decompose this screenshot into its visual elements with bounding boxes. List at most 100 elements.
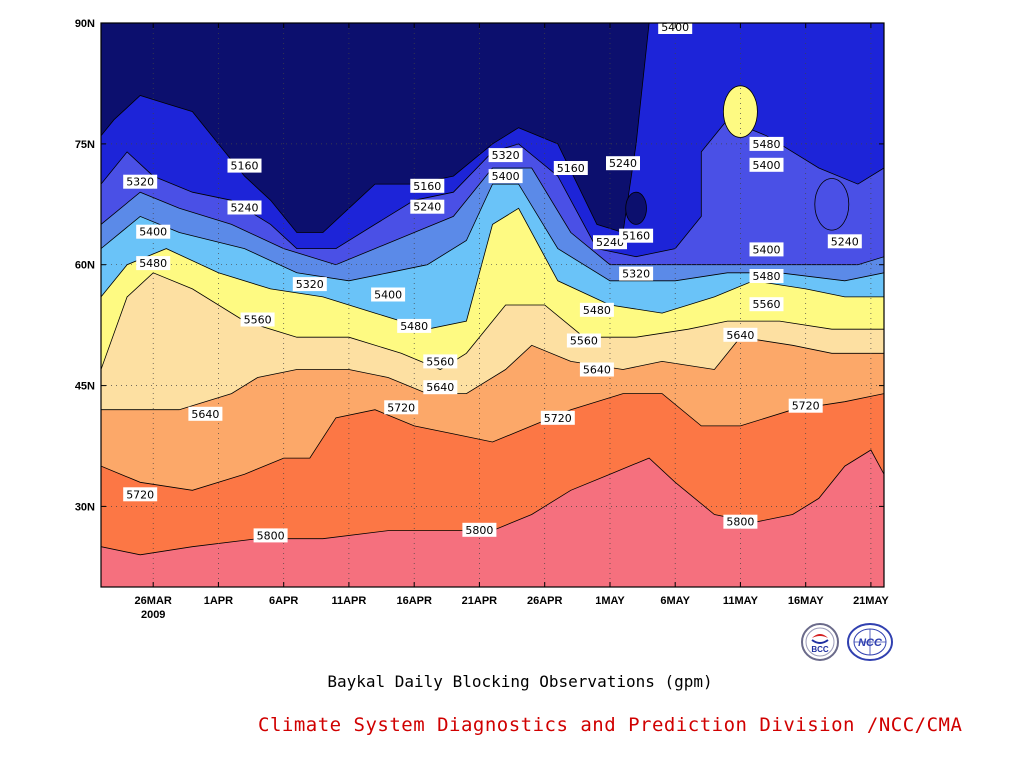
- contour-label-text: 5240: [413, 201, 441, 214]
- x-tick-label: 21APR: [462, 595, 498, 607]
- contour-label: 5160: [553, 161, 588, 175]
- contour-label: 5480: [749, 136, 784, 151]
- contour-label-text: 5160: [413, 180, 441, 193]
- contour-label: 5320: [292, 277, 327, 292]
- contour-label-box: [123, 487, 158, 502]
- contour-label-text: 5640: [726, 329, 754, 342]
- contour-label-text: 5480: [753, 138, 781, 151]
- x-tick-label: 11MAY: [723, 595, 759, 607]
- contour-label-box: [423, 380, 458, 395]
- contour-label-text: 5560: [426, 355, 454, 368]
- ncc-logo: NCC: [847, 623, 893, 661]
- contour-label-text: 5800: [726, 516, 754, 529]
- contour-label-box: [462, 522, 497, 537]
- contour-label: 5560: [566, 333, 601, 348]
- x-tick-label: 11APR: [331, 595, 366, 607]
- contour-label-box: [749, 297, 784, 312]
- contour-label-box: [397, 318, 432, 333]
- contour-label-text: 5400: [492, 170, 520, 183]
- plot-frame: [100, 22, 885, 588]
- y-tick-label: 90N: [75, 18, 95, 30]
- contour-label-box: [410, 199, 445, 214]
- y-tick-label: 60N: [75, 260, 95, 272]
- contour-label-box: [292, 277, 327, 292]
- contour-label-text: 5240: [596, 236, 624, 249]
- contour-label-box: [579, 362, 614, 377]
- contour-label: 5240: [410, 199, 445, 214]
- x-tick-label: 16APR: [396, 595, 432, 607]
- contour-label-text: 5560: [570, 335, 598, 348]
- contour-label-text: 5800: [257, 529, 285, 542]
- contour-label-box: [410, 178, 445, 193]
- contour-label: 5400: [136, 224, 171, 239]
- contour-label-box: [540, 410, 575, 425]
- contour-label-box: [227, 158, 262, 173]
- contour-label-layer: 5400 5320 5160 5240 5400 5480 5320 5160 5240 5400…: [123, 20, 862, 543]
- contour-label: 5640: [723, 327, 758, 342]
- contour-label-text: 5160: [557, 162, 585, 175]
- contour-label-text: 5720: [126, 488, 154, 501]
- contour-label-text: 5240: [831, 235, 859, 248]
- contour-label-text: 5480: [139, 257, 167, 270]
- contour-line-5400: [101, 183, 884, 282]
- contour-label-box: [593, 235, 627, 250]
- contour-label-box: [788, 398, 823, 413]
- contour-line-5720: [101, 393, 884, 491]
- closed-contour-5160: [625, 191, 647, 225]
- contour-label-text: 5320: [622, 268, 650, 281]
- contour-label-text: 5800: [465, 524, 493, 537]
- bcc-logo-text: BCC: [811, 645, 829, 654]
- contour-label-text: 5480: [400, 320, 428, 333]
- contour-label-box: [723, 514, 758, 529]
- contour-label: 5640: [188, 406, 223, 421]
- contour-label-text: 5560: [753, 298, 781, 311]
- contour-label: 5800: [723, 514, 758, 529]
- contour-label: 5320: [123, 174, 158, 189]
- x-tick-label: 21MAY: [853, 595, 889, 607]
- contour-label: 5240: [606, 156, 640, 171]
- contour-label: 5640: [579, 362, 614, 377]
- x-tick-label: 26MAR: [135, 595, 172, 607]
- contour-label-box: [553, 161, 588, 175]
- contour-band-5800: [101, 450, 884, 587]
- contour-label-box: [749, 157, 784, 172]
- contour-label: 5480: [579, 302, 614, 317]
- contour-label-box: [749, 136, 784, 151]
- contour-label-box: [606, 156, 640, 171]
- contour-label-box: [488, 148, 523, 163]
- bcc-logo: BCC: [801, 623, 839, 661]
- contour-label: 5640: [423, 380, 458, 395]
- contour-label-text: 5640: [426, 381, 454, 394]
- contour-label: 5400: [749, 157, 784, 172]
- contour-label-box: [619, 266, 654, 281]
- contour-label-box: [227, 200, 262, 215]
- contour-label-text: 5320: [296, 278, 324, 291]
- contour-label-box: [123, 174, 158, 189]
- x-year-label: 2009: [141, 609, 165, 621]
- contour-label-text: 5720: [544, 412, 572, 425]
- contour-label-text: 5240: [231, 202, 259, 215]
- contour-label-box: [253, 528, 288, 543]
- contour-label-text: 5480: [753, 270, 781, 283]
- contour-label: 5320: [619, 266, 654, 281]
- contour-label-text: 5560: [244, 314, 272, 327]
- contour-label-text: 5720: [387, 401, 415, 414]
- contour-label-box: [566, 333, 601, 348]
- contour-line-5560: [101, 272, 884, 370]
- contour-label: 5480: [397, 318, 432, 333]
- contour-label-text: 5400: [139, 226, 167, 239]
- contour-label: 5720: [384, 400, 419, 415]
- contour-label-box: [579, 302, 614, 317]
- grid-layer: [101, 23, 884, 587]
- contour-label: 5560: [749, 297, 784, 312]
- y-tick-label: 75N: [75, 139, 95, 151]
- x-tick-label: 1APR: [204, 595, 233, 607]
- contour-label: 5480: [749, 269, 784, 283]
- contour-label-text: 5640: [583, 364, 611, 377]
- axis-layer: 26MAR 1APR 6APR 11APR 16APR 21APR 26APR 1MAY 6MA…: [75, 18, 890, 621]
- contour-label-text: 5400: [374, 289, 402, 302]
- contour-label-box: [240, 312, 275, 327]
- x-tick-label: 1MAY: [595, 595, 625, 607]
- contour-line-5640: [101, 336, 884, 411]
